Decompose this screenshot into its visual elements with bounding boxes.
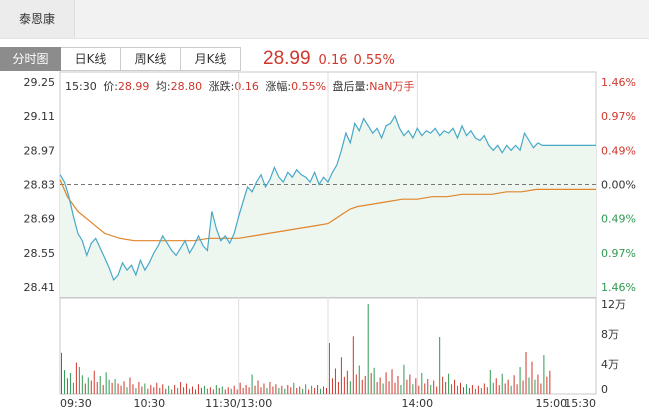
tab-daily-k[interactable]: 日K线: [61, 47, 121, 71]
price-tick-label: 29.25: [24, 76, 56, 89]
tab-intraday[interactable]: 分时图: [0, 47, 61, 71]
volume-tick-label: 8万: [601, 328, 619, 341]
volume-tick-label: 4万: [601, 358, 619, 371]
tab-monthly-k[interactable]: 月K线: [181, 47, 241, 71]
chart-type-tabs: 分时图 日K线 周K线 月K线: [0, 47, 241, 71]
time-tick-label: 15:00: [535, 397, 567, 410]
tab-weekly-k[interactable]: 周K线: [121, 47, 181, 71]
price-tick-label: 28.41: [24, 281, 56, 294]
info-change: 0.16: [234, 80, 259, 93]
time-tick-label: 11:30/13:00: [205, 397, 272, 410]
info-volume-label: 盘后量:: [332, 80, 370, 93]
price-area-fill: [60, 116, 596, 297]
price-change: 0.16: [318, 53, 348, 68]
time-tick-label: 09:30: [60, 397, 92, 410]
info-change-label: 涨跌:: [208, 80, 235, 93]
current-price: 28.99: [263, 48, 311, 69]
info-pct: 0.55%: [291, 80, 327, 93]
volume-tick-label: 12万: [601, 298, 626, 311]
price-tick-label: 28.83: [24, 179, 56, 192]
crosshair-info: 15:30 价:28.99 均:28.80 涨跌:0.16 涨幅:0.55% 盘…: [65, 78, 414, 94]
time-tick-label: 10:30: [133, 397, 165, 410]
stock-name-tab[interactable]: 泰恩康: [0, 0, 75, 38]
average-price-line: [59, 179, 596, 242]
price-change-pct: 0.55%: [353, 53, 395, 68]
info-price-label: 价:: [103, 80, 118, 93]
title-bar: 泰恩康: [0, 0, 649, 39]
price-tick-label: 28.97: [24, 144, 56, 157]
info-time: 15:30: [65, 80, 97, 93]
volume-tick-label: 0: [601, 383, 608, 396]
info-avg-label: 均:: [155, 80, 171, 93]
info-avg: 28.80: [170, 80, 203, 93]
price-tick-label: 29.11: [24, 110, 56, 123]
price-tick-label: 28.55: [24, 247, 56, 260]
pct-tick-label: 0.97%: [601, 247, 636, 260]
quote-summary: 28.99 0.16 0.55%: [263, 48, 395, 70]
pct-tick-label: 0.97%: [601, 110, 636, 123]
time-tick-label: 14:00: [401, 397, 433, 410]
info-pct-label: 涨幅:: [265, 80, 292, 93]
info-volume: NaN万手: [369, 80, 415, 93]
pct-tick-label: 0.49%: [601, 213, 636, 226]
info-price: 28.99: [117, 80, 150, 93]
time-tick-label: 15:30: [564, 397, 596, 410]
price-line: [59, 114, 596, 282]
pct-tick-label: 0.00%: [601, 179, 636, 192]
pct-tick-label: 1.46%: [601, 76, 636, 89]
price-tick-label: 28.69: [24, 213, 56, 226]
pct-tick-label: 1.46%: [601, 281, 636, 294]
pct-tick-label: 0.49%: [601, 144, 636, 157]
